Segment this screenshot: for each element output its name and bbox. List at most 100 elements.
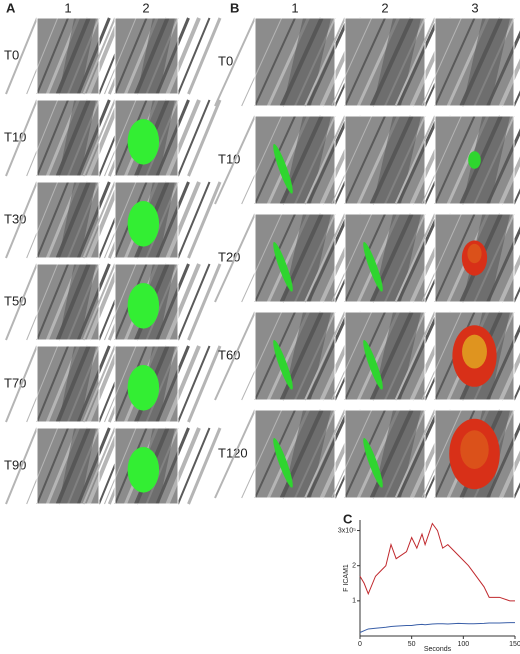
vessel: [462, 116, 511, 204]
vessel: [137, 18, 175, 94]
y-tick-label: 2: [352, 563, 356, 570]
texture: [36, 181, 69, 259]
fluorescence: [462, 334, 487, 369]
column-label: 1: [291, 0, 298, 15]
micrograph: [394, 409, 520, 499]
texture: [306, 115, 350, 205]
vessel: [373, 214, 421, 302]
image-border: [434, 213, 515, 303]
texture: [165, 181, 201, 259]
vessel: [283, 410, 331, 498]
texture: [344, 115, 386, 205]
fluorescence: [449, 418, 500, 490]
texture: [26, 17, 59, 95]
x-tick-label: 150: [509, 641, 520, 648]
texture: [104, 345, 137, 423]
texture: [396, 409, 440, 499]
texture: [177, 427, 211, 505]
x-axis-label: Seconds: [424, 646, 452, 653]
vessel: [58, 428, 96, 504]
texture: [76, 99, 111, 177]
image-border: [114, 427, 179, 505]
texture: [82, 263, 116, 341]
panel-label: C: [343, 511, 353, 526]
texture: [5, 99, 38, 177]
texture: [394, 213, 436, 303]
image-border: [114, 181, 179, 259]
image-border: [344, 17, 426, 107]
image-border: [434, 17, 515, 107]
texture: [165, 17, 201, 95]
image-border: [114, 99, 179, 177]
data-line: [359, 622, 515, 633]
image-border: [254, 17, 336, 107]
texture: [499, 254, 520, 303]
texture: [306, 17, 350, 107]
vessel: [373, 116, 421, 204]
fluorescence: [127, 201, 160, 247]
texture: [254, 409, 296, 499]
texture: [76, 17, 111, 95]
texture: [76, 345, 111, 423]
row-label: T120: [218, 445, 248, 460]
image-border: [434, 311, 515, 401]
texture: [82, 345, 116, 423]
vessel: [283, 116, 331, 204]
image-border: [344, 213, 426, 303]
texture: [155, 99, 190, 177]
vessel: [462, 18, 511, 106]
texture: [421, 17, 462, 107]
row-label: T0: [218, 53, 233, 68]
texture: [331, 311, 373, 401]
texture: [104, 17, 137, 95]
texture: [187, 17, 222, 95]
texture: [177, 345, 211, 423]
texture: [396, 213, 440, 303]
fluorescence: [460, 430, 489, 469]
texture: [486, 324, 520, 401]
y-axis-label: F ICAM1: [343, 564, 350, 592]
texture: [396, 115, 440, 205]
texture: [76, 427, 111, 505]
vessel: [58, 18, 96, 94]
fluorescence: [127, 447, 160, 493]
texture: [36, 427, 69, 505]
texture: [76, 263, 111, 341]
texture: [187, 181, 222, 259]
texture: [394, 311, 436, 401]
texture: [114, 17, 148, 95]
texture: [104, 427, 137, 505]
vessel: [373, 18, 421, 106]
texture: [187, 263, 222, 341]
column-label: 2: [142, 0, 149, 15]
texture: [421, 115, 462, 205]
micrograph: [394, 311, 520, 401]
fluorescence: [273, 143, 293, 194]
micrograph: [304, 311, 480, 401]
texture: [396, 311, 440, 401]
fluorescence: [461, 240, 488, 276]
texture: [5, 263, 38, 341]
vessel: [283, 312, 331, 400]
texture: [254, 115, 296, 205]
texture: [421, 213, 462, 303]
texture: [306, 409, 350, 499]
vessel: [283, 18, 331, 106]
fluorescence: [127, 365, 160, 411]
micrograph: [82, 99, 222, 177]
texture: [214, 213, 256, 303]
texture: [241, 115, 283, 205]
y-tick-label: 1: [352, 598, 356, 605]
fluorescence: [273, 339, 293, 390]
micrograph: [394, 213, 520, 303]
texture: [499, 352, 520, 401]
texture: [344, 311, 386, 401]
texture: [82, 99, 116, 177]
texture: [36, 17, 69, 95]
texture: [76, 181, 111, 259]
micrograph: [82, 345, 222, 423]
texture: [165, 263, 201, 341]
row-label: T0: [4, 47, 19, 62]
micrograph: [394, 17, 520, 107]
